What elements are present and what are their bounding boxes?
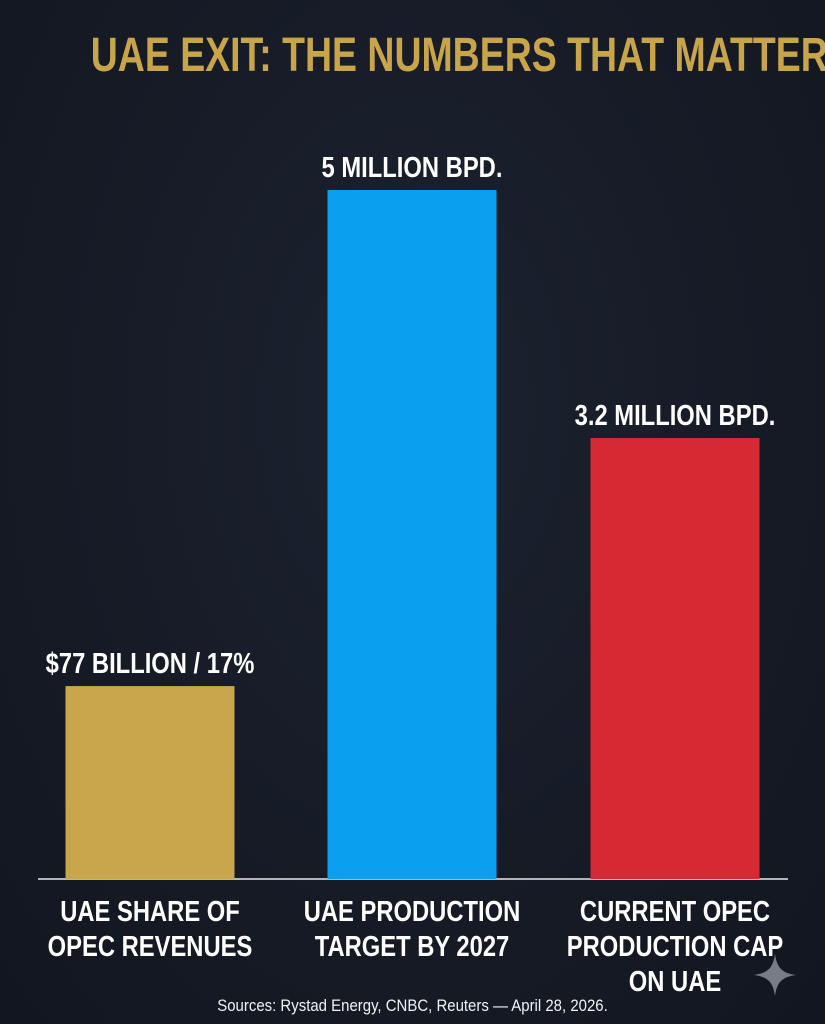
bar-1 — [65, 686, 235, 879]
value-label-1: $77 BILLION / 17% — [46, 647, 255, 680]
value-labels-group: $77 BILLION / 17% 5 MILLION BPD. 3.2 MILLI… — [46, 151, 776, 680]
category-label-line: TARGET BY 2027 — [315, 930, 510, 963]
category-label-line: CURRENT OPEC — [580, 895, 770, 928]
bar-3 — [590, 438, 760, 879]
category-label-line: UAE SHARE OF — [60, 895, 240, 928]
bar-2 — [327, 190, 497, 879]
category-label-line: ON UAE — [629, 965, 721, 998]
sparkle-icon — [754, 954, 796, 996]
source-note: Sources: Rystad Energy, CNBC, Reuters — … — [217, 996, 608, 1015]
value-label-2: 5 MILLION BPD. — [322, 151, 503, 184]
category-labels-group: UAE SHARE OF OPEC REVENUES UAE PRODUCTION T… — [48, 895, 784, 998]
category-label-line: OPEC REVENUES — [48, 930, 253, 963]
chart-title: UAE EXIT: THE NUMBERS THAT MATTER — [90, 29, 825, 82]
category-label-3: CURRENT OPEC PRODUCTION CAP ON UAE — [567, 895, 784, 998]
category-label-line: PRODUCTION CAP — [567, 930, 784, 963]
category-label-1: UAE SHARE OF OPEC REVENUES — [48, 895, 253, 963]
value-label-3: 3.2 MILLION BPD. — [575, 399, 776, 432]
category-label-2: UAE PRODUCTION TARGET BY 2027 — [304, 895, 521, 963]
category-label-line: UAE PRODUCTION — [304, 895, 521, 928]
bars-group — [65, 190, 760, 879]
